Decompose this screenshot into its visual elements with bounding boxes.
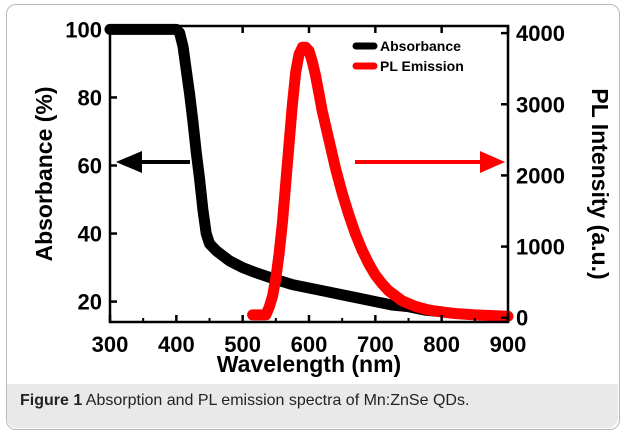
plot-content xyxy=(104,23,514,322)
y-left-tick-label: 20 xyxy=(78,290,102,315)
right-arrowhead xyxy=(480,151,505,173)
figure-label: Figure 1 xyxy=(20,392,83,409)
y-left-tick-label: 60 xyxy=(78,153,102,178)
legend-label-absorbance: Absorbance xyxy=(380,38,461,54)
caption-band xyxy=(7,384,618,428)
axis-ticks xyxy=(108,26,510,322)
y-left-tick-label: 100 xyxy=(65,17,102,42)
y-right-tick-label: 2000 xyxy=(516,163,565,188)
series-line-absorbance xyxy=(104,23,448,318)
legend: Absorbance PL Emission xyxy=(352,38,464,74)
x-axis-title: Wavelength (nm) xyxy=(217,351,401,377)
figure-caption-text: Absorption and PL emission spectra of Mn… xyxy=(85,392,470,409)
axis-arrows xyxy=(116,151,505,173)
series-line-pl-emission xyxy=(247,41,514,322)
y-axis-right-title: PL Intensity (a.u.) xyxy=(587,88,613,279)
x-tick-label: 800 xyxy=(423,332,460,357)
x-tick-label: 300 xyxy=(92,332,129,357)
y-right-tick-label: 4000 xyxy=(516,21,565,46)
left-arrowhead xyxy=(116,151,142,173)
x-tick-label: 400 xyxy=(158,332,195,357)
y-axis-left-title: Absorbance (%) xyxy=(31,86,57,261)
x-tick-label: 900 xyxy=(490,332,527,357)
y-right-tick-label: 0 xyxy=(516,306,528,331)
legend-label-pl-emission: PL Emission xyxy=(380,58,464,74)
y-right-tick-label: 1000 xyxy=(516,235,565,260)
x-tick-label: 700 xyxy=(357,332,394,357)
y-left-tick-label: 40 xyxy=(78,222,102,247)
figure-caption: Figure 1 Absorption and PL emission spec… xyxy=(20,392,620,410)
y-right-tick-label: 3000 xyxy=(516,92,565,117)
y-left-tick-label: 80 xyxy=(78,85,102,110)
tick-labels: 300 400 500 600 700 800 9002040608010001000200… xyxy=(65,17,565,357)
x-tick-label: 500 xyxy=(224,332,261,357)
x-tick-label: 600 xyxy=(291,332,328,357)
